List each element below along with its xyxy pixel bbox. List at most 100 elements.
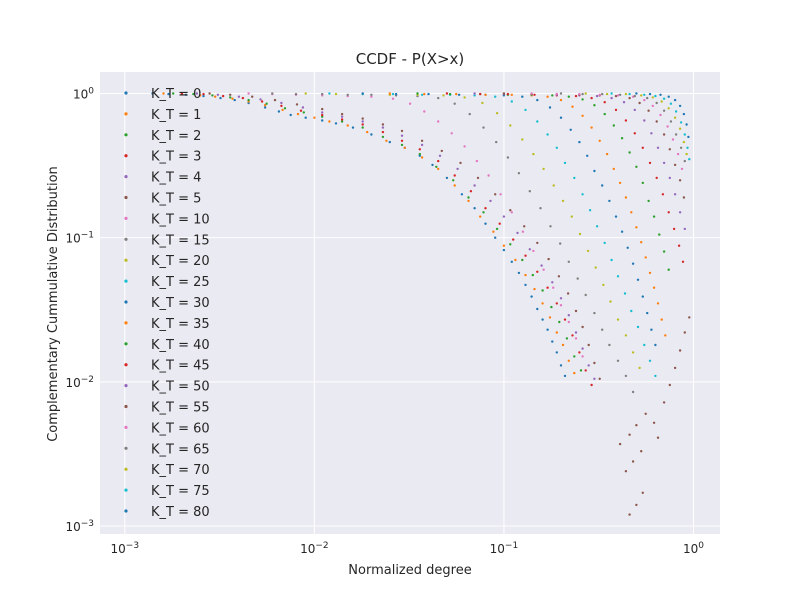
- data-point: [532, 249, 535, 253]
- data-point: [559, 116, 563, 119]
- data-point: [460, 193, 464, 196]
- legend-marker: [124, 509, 128, 513]
- data-point: [682, 112, 686, 116]
- data-point: [509, 124, 512, 127]
- legend-marker: [124, 342, 128, 346]
- legend-label: K_T = 60: [151, 421, 210, 436]
- data-point: [598, 139, 601, 142]
- data-point: [635, 424, 638, 427]
- data-point: [618, 442, 622, 446]
- data-point: [494, 95, 497, 98]
- legend-marker: [124, 154, 128, 158]
- data-point: [237, 95, 241, 98]
- x-axis-label: Normalized degree: [348, 563, 471, 578]
- data-point: [502, 92, 506, 95]
- y-tick-label: 10−2: [65, 375, 94, 390]
- legend-label: K_T = 45: [151, 359, 210, 374]
- data-point: [510, 260, 513, 263]
- legend-marker: [124, 216, 128, 220]
- data-point: [626, 246, 629, 249]
- data-point: [361, 123, 364, 126]
- data-point: [643, 343, 646, 347]
- x-tick-label: 100: [683, 541, 704, 556]
- data-point: [453, 184, 456, 187]
- legend-marker: [124, 91, 128, 95]
- data-point: [679, 121, 683, 124]
- data-point: [221, 94, 225, 98]
- data-point: [574, 337, 578, 340]
- data-point: [321, 92, 324, 96]
- data-point: [473, 184, 476, 187]
- data-point: [633, 108, 636, 112]
- data-point: [559, 364, 563, 367]
- data-point: [614, 94, 618, 98]
- legend-label: K_T = 25: [151, 275, 210, 290]
- data-point: [628, 151, 631, 154]
- data-point: [280, 104, 283, 108]
- data-point: [584, 369, 587, 372]
- data-point: [528, 190, 531, 193]
- data-point: [636, 325, 640, 329]
- data-point: [618, 181, 622, 185]
- data-point: [540, 264, 543, 267]
- data-point: [524, 254, 527, 257]
- data-point: [328, 92, 331, 95]
- data-point: [195, 92, 199, 95]
- data-point: [427, 92, 430, 96]
- data-point: [304, 116, 307, 119]
- data-point: [549, 225, 552, 228]
- data-point: [192, 92, 195, 96]
- legend-marker: [124, 237, 128, 241]
- data-point: [640, 94, 643, 97]
- data-point: [673, 163, 677, 167]
- data-point: [593, 361, 596, 365]
- data-point: [468, 112, 471, 116]
- data-point: [652, 421, 656, 424]
- data-point: [463, 145, 466, 148]
- data-point: [616, 94, 620, 97]
- data-point: [648, 359, 652, 362]
- data-point: [473, 207, 476, 210]
- data-point: [555, 351, 558, 354]
- data-point: [646, 311, 649, 315]
- data-point: [622, 101, 626, 104]
- data-point: [229, 96, 232, 99]
- data-point: [614, 215, 618, 218]
- data-point: [633, 94, 636, 98]
- data-point: [559, 242, 562, 245]
- data-point: [546, 95, 549, 98]
- data-point: [539, 207, 542, 210]
- data-point: [655, 120, 658, 123]
- data-point: [202, 94, 205, 98]
- data-point: [628, 513, 631, 516]
- data-point: [683, 133, 686, 136]
- data-point: [567, 320, 570, 324]
- data-point: [643, 98, 646, 102]
- series-points: [328, 92, 657, 378]
- data-point: [277, 110, 281, 113]
- series-points: [162, 92, 576, 375]
- legend-marker: [124, 300, 128, 304]
- data-point: [521, 258, 524, 262]
- legend-marker: [124, 446, 128, 450]
- data-point: [569, 128, 572, 131]
- data-point: [624, 334, 628, 337]
- data-point: [418, 152, 421, 156]
- data-point: [521, 230, 525, 233]
- data-point: [418, 154, 421, 157]
- data-point: [385, 139, 388, 142]
- data-point: [654, 374, 657, 378]
- data-point: [576, 277, 579, 280]
- data-point: [624, 196, 628, 199]
- data-point: [660, 318, 663, 321]
- data-point: [542, 268, 545, 271]
- data-point: [669, 120, 673, 123]
- data-point: [662, 109, 666, 112]
- data-point: [624, 374, 628, 378]
- data-point: [683, 331, 686, 334]
- data-point: [247, 98, 250, 102]
- data-point: [334, 92, 338, 96]
- data-point: [502, 244, 506, 247]
- data-point: [650, 328, 653, 331]
